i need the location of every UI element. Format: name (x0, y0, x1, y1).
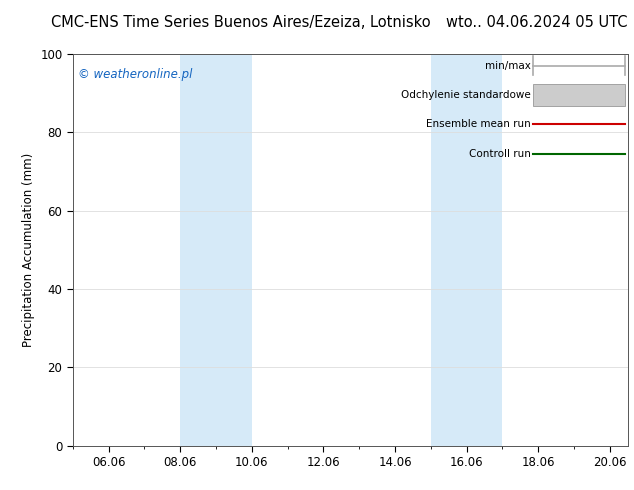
Bar (431, 54, 502, 446)
Bar (180, 54, 252, 446)
Text: © weatheronline.pl: © weatheronline.pl (79, 68, 193, 81)
Text: CMC-ENS Time Series Buenos Aires/Ezeiza, Lotnisko: CMC-ENS Time Series Buenos Aires/Ezeiza,… (51, 15, 430, 29)
Text: min/max: min/max (485, 61, 531, 71)
Text: Ensemble mean run: Ensemble mean run (426, 120, 531, 129)
FancyBboxPatch shape (533, 84, 625, 106)
Y-axis label: Precipitation Accumulation (mm): Precipitation Accumulation (mm) (22, 153, 35, 347)
Text: Odchylenie standardowe: Odchylenie standardowe (401, 90, 531, 100)
Text: wto.. 04.06.2024 05 UTC: wto.. 04.06.2024 05 UTC (446, 15, 628, 29)
Text: Controll run: Controll run (469, 149, 531, 159)
